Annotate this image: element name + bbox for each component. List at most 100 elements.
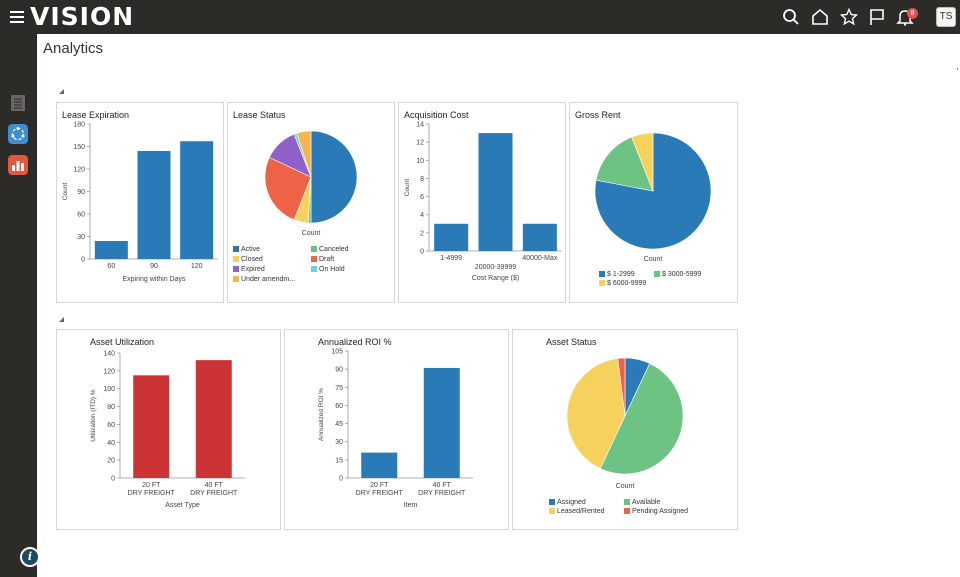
- legend-item-closed[interactable]: Closed: [233, 256, 263, 263]
- y-tick-label: 8: [420, 176, 424, 183]
- y-tick-label: 2: [420, 230, 424, 237]
- bar-40-ft-dry-freight: [195, 360, 232, 478]
- bar-1-4999: [434, 223, 469, 251]
- y-axis-title: Utilization (ITD) %: [90, 389, 97, 442]
- legend-item-active[interactable]: Active: [233, 246, 260, 253]
- pie-slice-under-amendm: [296, 130, 312, 178]
- panel-title: Asset Status: [546, 337, 597, 347]
- user-avatar[interactable]: TS: [936, 7, 956, 27]
- x-axis-title: Cost Range ($): [472, 275, 519, 282]
- y-tick-label: 180: [73, 122, 85, 129]
- y-axis-title: Annualized ROI %: [318, 388, 325, 441]
- x-tick-label: DRY FREIGHT: [128, 490, 176, 497]
- y-tick-label: 90: [77, 189, 85, 196]
- legend-item-pending-assigned[interactable]: Pending Assigned: [624, 508, 688, 515]
- y-tick-label: 100: [103, 386, 115, 393]
- panel-title: Annualized ROI %: [318, 337, 392, 347]
- acquisition-cost-panel: Acquisition Cost 0 2 4 6 8 10 12 14 1-4999 20000-…: [398, 102, 566, 303]
- flag-icon[interactable]: [868, 8, 886, 26]
- lease-expiration-panel: Lease Expiration 0 30 60 90 120 150 180 60 90 120…: [56, 102, 224, 303]
- y-tick-label: 6: [420, 194, 424, 201]
- y-tick-label: 0: [81, 257, 85, 264]
- x-tick-label: 120: [191, 263, 203, 270]
- y-tick-label: 60: [107, 422, 115, 429]
- bar-20000-39999: [478, 133, 513, 251]
- collapse-row-2-icon[interactable]: [59, 317, 64, 322]
- y-tick-label: 15: [335, 457, 343, 464]
- pie-caption: Count: [302, 230, 321, 237]
- y-axis-title: Count: [62, 183, 69, 201]
- bar-120: [180, 141, 214, 259]
- y-tick-label: 20: [107, 458, 115, 465]
- pie-slice-1-2999: [594, 132, 712, 250]
- x-axis-title: Item: [404, 502, 418, 509]
- y-tick-label: 60: [335, 403, 343, 410]
- y-tick-label: 4: [420, 212, 424, 219]
- info-icon[interactable]: i: [20, 547, 40, 567]
- legend-item-draft[interactable]: Draft: [311, 256, 334, 263]
- bar-20-ft-dry-freight: [133, 375, 170, 478]
- search-icon[interactable]: [782, 8, 800, 26]
- home-icon[interactable]: [811, 8, 829, 26]
- pie-caption: Count: [644, 256, 663, 263]
- pie-slice-draft: [264, 157, 312, 221]
- legend-item-assigned[interactable]: Assigned: [549, 499, 586, 506]
- divider: [957, 68, 958, 70]
- legend-item-1-2999[interactable]: $ 1-2999: [599, 271, 635, 278]
- y-tick-label: 14: [416, 122, 424, 129]
- pie-slice-3000-5999: [595, 136, 654, 192]
- brand-logo[interactable]: VISION: [30, 2, 135, 31]
- y-tick-label: 30: [335, 439, 343, 446]
- legend-item-3000-5999[interactable]: $ 3000-5999: [654, 271, 701, 278]
- legend-item-under-amendment[interactable]: Under amendm...: [233, 276, 295, 283]
- legend-item-canceled[interactable]: Canceled: [311, 246, 349, 253]
- y-tick-label: 90: [335, 367, 343, 374]
- y-tick-label: 10: [416, 158, 424, 165]
- x-tick-label: DRY FREIGHT: [190, 490, 238, 497]
- y-tick-label: 140: [103, 351, 115, 358]
- legend-item-available[interactable]: Available: [624, 499, 660, 506]
- pie-slice-pending-assigned: [617, 357, 626, 417]
- lease-status-panel: Lease Status Count Active Canceled Close…: [227, 102, 395, 303]
- y-tick-label: 12: [416, 140, 424, 147]
- pie-slice-active: [310, 130, 358, 224]
- legend-item-on-hold[interactable]: On Hold: [311, 266, 345, 273]
- asset-status-panel: Asset Status Count Assigned Available Le…: [512, 329, 738, 530]
- y-tick-label: 45: [335, 421, 343, 428]
- y-tick-label: 80: [107, 404, 115, 411]
- legend-item-6000-9999[interactable]: $ 6000-9999: [599, 280, 646, 287]
- collapse-row-1-icon[interactable]: [59, 89, 64, 94]
- pie-caption: Count: [616, 483, 635, 490]
- document-list-icon[interactable]: [8, 93, 28, 113]
- notification-count-badge: 8: [907, 8, 918, 19]
- pie-slice-available: [599, 363, 684, 475]
- y-tick-label: 75: [335, 385, 343, 392]
- x-tick-label: 90: [150, 263, 158, 270]
- legend-item-leased-rented[interactable]: Leased/Rented: [549, 508, 604, 515]
- hamburger-menu-icon[interactable]: [10, 11, 24, 23]
- x-tick-label: 20 FT: [370, 482, 389, 489]
- analytics-chart-icon[interactable]: [8, 155, 28, 175]
- y-tick-label: 0: [339, 476, 343, 483]
- bar-20-ft-dry-freight: [361, 452, 398, 478]
- bar-40-ft-dry-freight: [423, 367, 460, 478]
- panel-title: Gross Rent: [575, 110, 621, 120]
- legend-item-expired[interactable]: Expired: [233, 266, 265, 273]
- star-icon[interactable]: [840, 8, 858, 26]
- x-tick-label: 40 FT: [205, 482, 224, 489]
- workflow-icon[interactable]: [8, 124, 28, 144]
- y-tick-label: 30: [77, 234, 85, 241]
- y-tick-label: 120: [73, 167, 85, 174]
- x-tick-label: 1-4999: [440, 255, 462, 262]
- panel-title: Acquisition Cost: [404, 110, 469, 120]
- asset-status-chart: Count: [566, 357, 684, 490]
- gross-rent-chart: Count: [594, 132, 712, 263]
- y-tick-label: 0: [420, 249, 424, 256]
- panel-title: Asset Utilization: [90, 337, 155, 347]
- y-tick-label: 0: [111, 476, 115, 483]
- bar-40000-max: [522, 223, 557, 251]
- annualized-roi-panel: Annualized ROI % 0 15 30 45 60 75 90 105 20 FT DR…: [284, 329, 509, 530]
- asset-utilization-panel: Asset Utilization 0 20 40 60 80 100 120 140 20 F…: [56, 329, 281, 530]
